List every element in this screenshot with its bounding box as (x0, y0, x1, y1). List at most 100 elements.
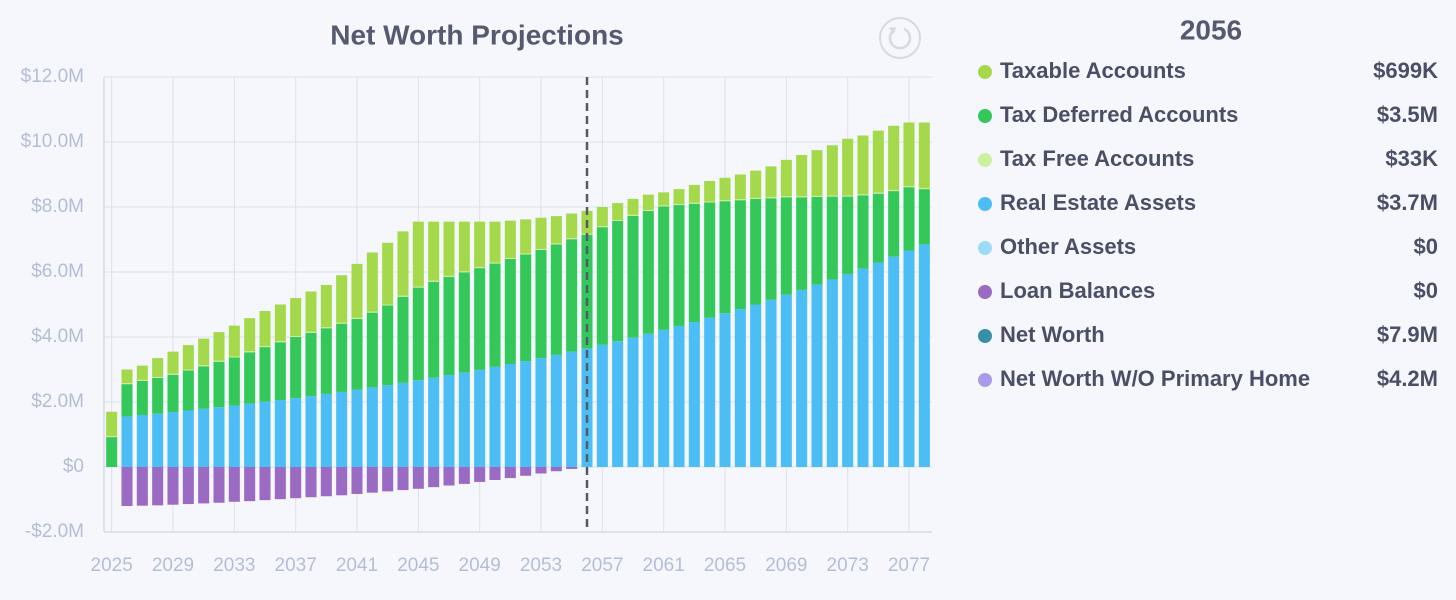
bar-segment (274, 342, 286, 401)
bar-segment (182, 345, 194, 370)
bar-segment (351, 317, 363, 319)
x-tick-label: 2069 (765, 555, 807, 576)
bar-segment (826, 145, 838, 196)
bar-segment (704, 317, 716, 467)
legend-label: Other Assets (1000, 234, 1136, 259)
bar-segment (596, 227, 608, 345)
bar-segment (765, 198, 777, 300)
x-tick-label: 2061 (643, 555, 685, 576)
bar-segment (566, 213, 578, 239)
legend-label: Net Worth W/O Primary Home (1000, 366, 1310, 391)
x-tick-label: 2057 (581, 555, 623, 576)
bar-segment (228, 357, 240, 406)
bar-segment (918, 188, 930, 190)
bar-segment (458, 272, 470, 373)
bar-segment (811, 196, 823, 285)
bar-segment (167, 351, 179, 374)
bar-segment (320, 393, 332, 467)
bar-segment (520, 253, 532, 255)
bar-segment (535, 217, 547, 249)
x-tick-label: 2053 (520, 555, 562, 576)
x-tick-label: 2041 (336, 555, 378, 576)
bar-segment (903, 250, 915, 467)
bar-segment (320, 285, 332, 328)
reset-button[interactable] (879, 17, 921, 59)
legend-value: $0 (1414, 278, 1438, 303)
x-tick-label: 2029 (152, 555, 194, 576)
bar-segment (842, 138, 854, 196)
bar-segment (244, 352, 256, 404)
bar-segment (382, 385, 394, 467)
bar-segment (520, 361, 532, 467)
bar-segment (106, 437, 118, 467)
bar-segment (428, 280, 440, 282)
bar-segment (244, 403, 256, 467)
y-tick-label: -$2.0M (25, 521, 84, 542)
bar-segment (136, 365, 148, 380)
bar-segment (612, 341, 624, 467)
bar-segment (213, 407, 225, 467)
selection-year: 2056 (1180, 14, 1242, 45)
bar-segment (305, 396, 317, 467)
bar-segment (918, 122, 930, 189)
bar-segment (719, 313, 731, 467)
y-tick-label: $0 (63, 456, 84, 477)
bar-segment (290, 467, 302, 499)
bar-segment (213, 361, 225, 408)
bar-segment (382, 242, 394, 305)
legend-swatch (978, 285, 992, 299)
bar-segment (198, 365, 210, 367)
bar-segment (136, 380, 148, 415)
bar-segment (842, 273, 854, 467)
x-tick-label: 2033 (213, 555, 255, 576)
bar-segment (366, 312, 378, 388)
bar-segment (734, 200, 746, 310)
bar-segment (397, 296, 409, 383)
bar-segment (213, 467, 225, 503)
bar-segment (382, 304, 394, 306)
bar-segment (443, 467, 455, 486)
bar-segment (121, 383, 133, 385)
bar-segment (750, 170, 762, 198)
bar-segment (504, 220, 516, 259)
bar-segment (305, 291, 317, 332)
bar-segment (765, 197, 777, 199)
bar-segment (106, 411, 118, 437)
bar-segment (704, 201, 716, 203)
x-tick-label: 2045 (397, 555, 439, 576)
bar-segment (305, 467, 317, 498)
bar-segment (198, 467, 210, 504)
bar-segment (520, 467, 532, 476)
bar-segment (826, 195, 838, 197)
bar-segment (504, 467, 516, 479)
legend-label: Taxable Accounts (1000, 58, 1186, 83)
bar-segment (228, 356, 240, 358)
bar-segment (397, 231, 409, 296)
bar-segment (259, 401, 271, 467)
bar-segment (673, 325, 685, 467)
bar-segment (596, 226, 608, 228)
bar-segment (198, 366, 210, 409)
legend-value: $7.9M (1377, 322, 1438, 347)
bar-segment (673, 189, 685, 205)
bar-segment (765, 299, 777, 467)
bar-segment (489, 221, 501, 263)
x-tick-label: 2077 (888, 555, 930, 576)
bar-segment (213, 332, 225, 361)
legend-swatch (978, 373, 992, 387)
reset-ring (879, 17, 921, 59)
bar-segment (489, 467, 501, 480)
bar-segment (535, 467, 547, 474)
legend-label: Tax Free Accounts (1000, 146, 1194, 171)
bar-segment (336, 275, 348, 323)
bar-segment (520, 219, 532, 254)
bar-segment (719, 201, 731, 314)
bar-segment (489, 262, 501, 264)
legend-swatch (978, 197, 992, 211)
bar-segment (535, 249, 547, 359)
bar-segment (796, 197, 808, 290)
bar-segment (412, 467, 424, 489)
bar-segment (182, 467, 194, 505)
bar-segment (397, 467, 409, 491)
bar-segment (504, 363, 516, 467)
